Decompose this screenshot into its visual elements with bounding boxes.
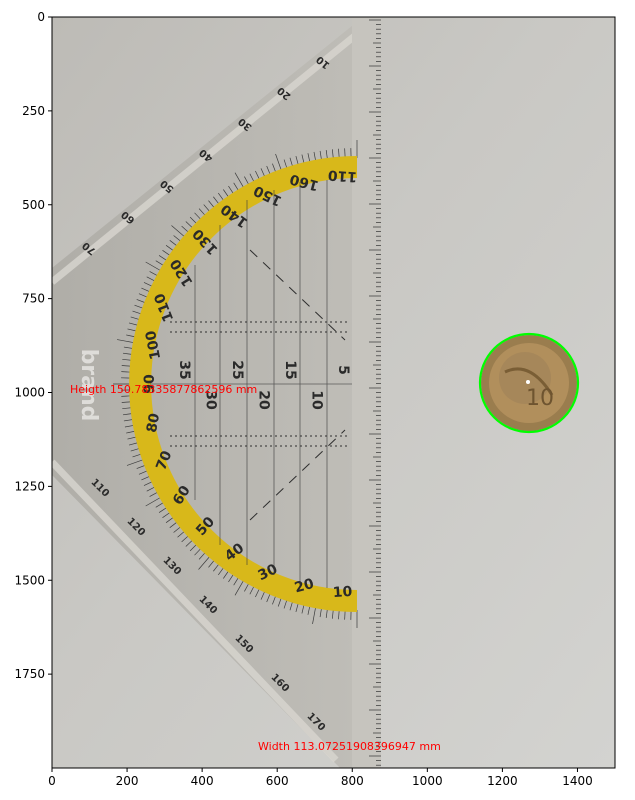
x-tick-label: 600 [266,774,289,788]
band-number: 70 [153,448,175,472]
x-tick-label: 1200 [487,774,518,788]
y-tick-label: 1500 [14,573,45,587]
detection-circle [478,332,580,434]
x-tick-label: 400 [191,774,214,788]
protractor-band [129,156,358,612]
inner-number: 5 [335,365,351,375]
x-axis: 0 200 400 600 800 1000 1200 1400 [48,768,593,788]
diagonal-dashes [249,249,346,521]
band-number: 20 [293,576,316,596]
coin: 10 [481,335,577,431]
inner-number: 20 [256,390,272,410]
inner-dash-rows [170,321,350,447]
y-tick-label: 1000 [14,386,45,400]
inner-number: 15 [282,360,298,379]
inner-number: 25 [229,360,245,379]
inner-number: 10 [309,390,325,410]
y-tick-label: 0 [37,10,45,24]
inner-numbers: 35 30 25 20 15 10 5 [176,360,351,410]
x-tick-label: 1000 [412,774,443,788]
brand-logo: brand [76,349,101,422]
x-tick-label: 200 [116,774,139,788]
inner-number: 30 [203,390,219,410]
y-tick-label: 500 [22,198,45,212]
y-tick-label: 250 [22,104,45,118]
x-tick-label: 800 [341,774,364,788]
y-tick-label: 750 [22,292,45,306]
band-number: 10 [332,584,353,601]
y-axis: 0 250 500 750 1000 1250 1500 1750 [14,10,52,681]
photo: 1101601501401301201101009080706050403020… [52,17,615,768]
band-number: 80 [144,412,163,434]
band-number: 160 [288,170,321,193]
y-tick-label: 1750 [14,667,45,681]
x-tick-label: 0 [48,774,56,788]
set-square-edge-top [52,27,365,285]
set-square-edge-bottom [52,459,339,763]
svg-text:10: 10 [526,386,554,411]
x-tick-label: 1400 [562,774,593,788]
ruler-ticks [369,19,381,766]
width-annotation: Width 113.07251908396947 mm [258,740,441,753]
y-tick-label: 1250 [14,479,45,493]
inner-number: 35 [176,360,192,379]
set-square [52,17,381,768]
inner-grid [150,180,352,588]
height-annotation: Heigth 150.78335877862596 mm [70,383,257,396]
band-number: 100 [143,329,164,361]
band-number: 110 [327,166,358,184]
